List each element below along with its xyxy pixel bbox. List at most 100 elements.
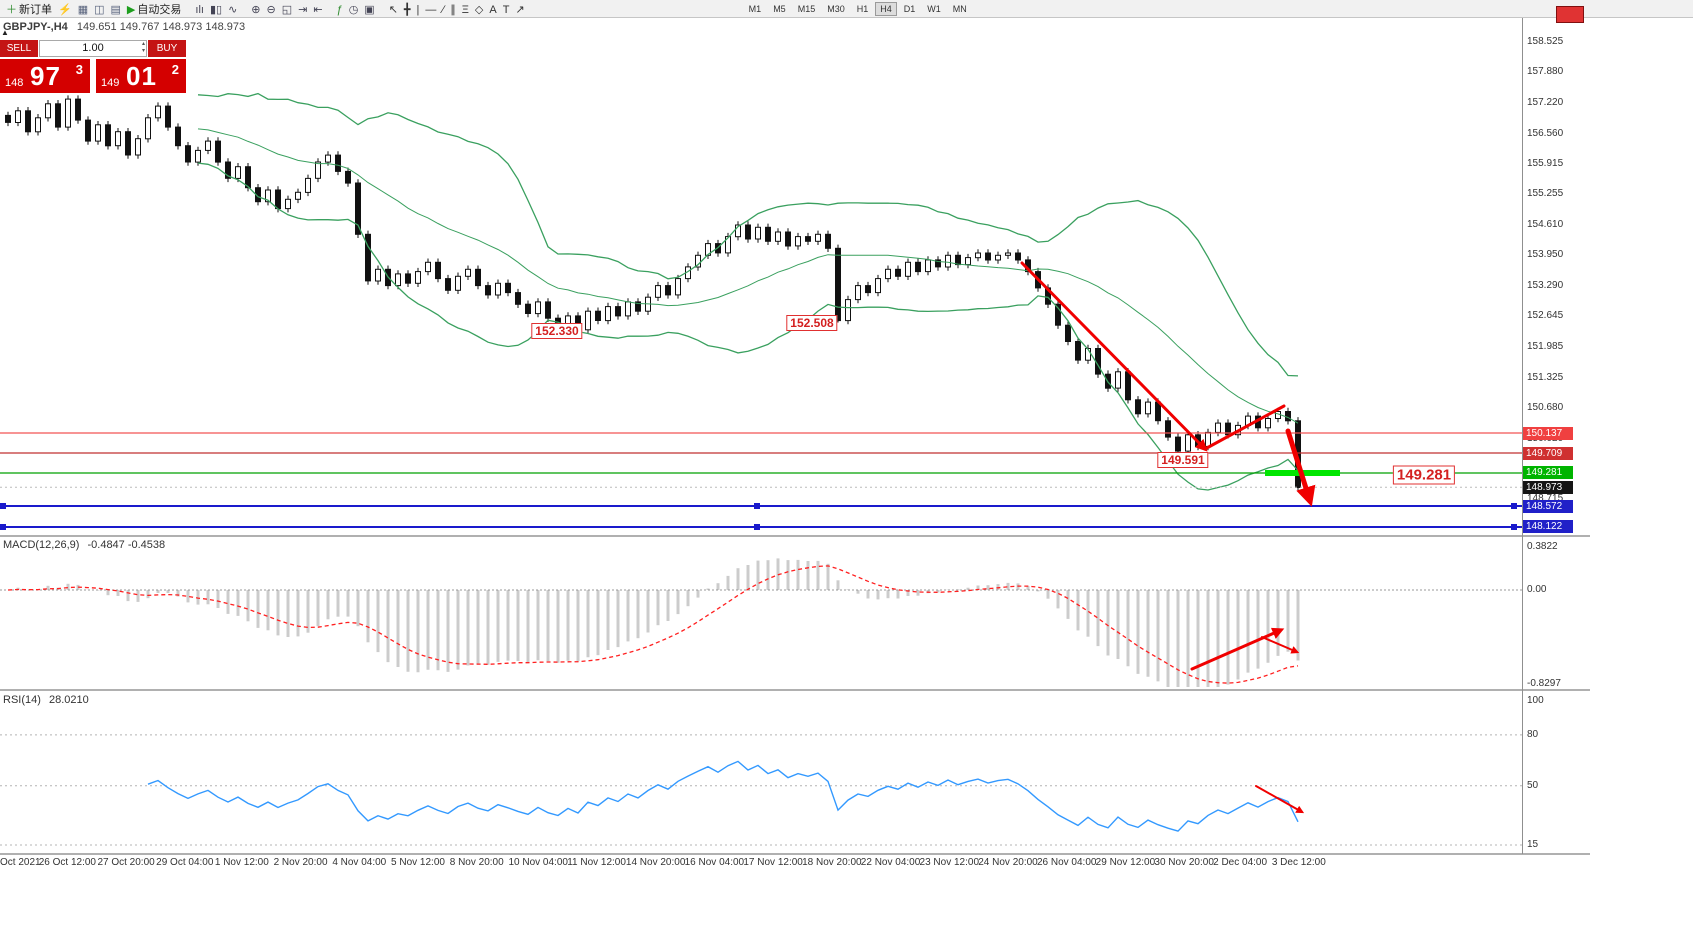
- arrows-button[interactable]: ↗: [513, 2, 526, 17]
- horizontal-line-button[interactable]: ―: [423, 2, 438, 17]
- time-axis-separator: [0, 853, 1590, 855]
- time-axis-label: 29 Oct 04:00: [156, 857, 214, 868]
- timeframe-m5[interactable]: M5: [773, 3, 786, 14]
- templates-button[interactable]: ▣: [362, 2, 376, 17]
- vertical-line-icon: |: [416, 3, 420, 16]
- candlestick-button[interactable]: ▮▯: [208, 2, 224, 17]
- time-axis-label: Oct 2021: [0, 857, 41, 868]
- axis-scale-label: 157.880: [1527, 66, 1564, 78]
- chart-close-button[interactable]: [1556, 6, 1584, 23]
- indicators-button[interactable]: ƒ: [335, 2, 345, 17]
- auto-scroll-button[interactable]: ⇥: [296, 2, 309, 17]
- new-order-button[interactable]: ＋新订单: [4, 1, 54, 16]
- sell-button[interactable]: SELL: [0, 40, 38, 57]
- price-annotation: 149.281: [1392, 465, 1456, 485]
- channel-icon: ∥: [450, 3, 456, 16]
- sell-price-main: 97: [30, 61, 61, 91]
- panel-splitter-rsi[interactable]: [0, 689, 1590, 691]
- tile-windows-icon: ◱: [281, 3, 293, 16]
- chart-shift-button[interactable]: ⇤: [311, 2, 324, 17]
- label-button[interactable]: T: [501, 2, 512, 17]
- price-tag: 148.973: [1523, 480, 1573, 494]
- vertical-line-button[interactable]: |: [415, 2, 422, 17]
- macd-values: -0.4847 -0.4538: [87, 539, 166, 551]
- timeframe-d1[interactable]: D1: [903, 3, 916, 14]
- timeframe-m15[interactable]: M15: [797, 3, 816, 14]
- zoom-in-button[interactable]: ⊕: [249, 2, 262, 17]
- bar-chart-button[interactable]: ılı: [193, 2, 206, 17]
- text-button[interactable]: A: [487, 2, 498, 17]
- crosshair-button[interactable]: ╋: [402, 2, 413, 17]
- timeframe-h1[interactable]: H1: [856, 3, 869, 14]
- trade-panel-collapse-arrow[interactable]: ▲: [1, 28, 9, 37]
- market-watch-icon: ▤: [110, 3, 121, 16]
- time-axis-label: 8 Nov 20:00: [449, 857, 504, 868]
- timeframe-m1[interactable]: M1: [748, 3, 762, 14]
- timeframe-m30[interactable]: M30: [827, 3, 845, 14]
- market-watch-button[interactable]: ▤: [109, 2, 123, 17]
- symbol-period-label: GBPJPY-,H4: [3, 21, 68, 33]
- toolbar: ＋新订单 ⚡ ▦ ◫ ▤ ▶ 自动交易 ılı ▮▯ ∿ ⊕ ⊖ ◱ ⇥ ⇤ ƒ ◷ ▣ ↖ ╋ | ― ∕ ∥ Ξ ◇ A T ↗ M…: [0, 0, 1693, 18]
- shapes-button[interactable]: ◇: [473, 2, 485, 17]
- volume-down-button[interactable]: ▾: [141, 48, 145, 54]
- chart-window-icon: ▦: [77, 3, 89, 16]
- zoom-out-icon: ⊖: [266, 3, 276, 16]
- time-axis-label: 22 Nov 04:00: [860, 857, 921, 868]
- axis-scale-label: 0.3822: [1527, 541, 1558, 552]
- zoom-out-button[interactable]: ⊖: [265, 2, 278, 17]
- profile-icon: ◫: [94, 3, 105, 16]
- time-axis-label: 23 Nov 12:00: [919, 857, 980, 868]
- price-tag: 148.572: [1523, 499, 1573, 513]
- line-chart-button[interactable]: ∿: [226, 2, 239, 17]
- axis-scale-label: 158.525: [1527, 36, 1564, 47]
- price-tag: 150.137: [1523, 426, 1573, 440]
- timeframe-buttons: M1 M5 M15 M30 H1 H4 D1 W1 MN: [743, 1, 973, 16]
- timeframe-h4[interactable]: H4: [875, 1, 897, 16]
- buy-price-button[interactable]: 149 01 2: [96, 59, 186, 93]
- horizontal-line-icon: ―: [425, 3, 437, 16]
- macd-indicator-header: MACD(12,26,9) -0.4847 -0.4538: [3, 539, 165, 551]
- new-order-label: 新订单: [19, 3, 52, 16]
- time-axis-label: 26 Nov 04:00: [1036, 857, 1097, 868]
- trendline-icon: ∕: [442, 3, 445, 16]
- text-icon: A: [489, 3, 497, 16]
- panel-splitter-macd[interactable]: [0, 535, 1590, 537]
- buy-button[interactable]: BUY: [148, 40, 186, 57]
- autotrading-button[interactable]: ▶ 自动交易: [125, 2, 183, 17]
- chart-title: GBPJPY-,H4 149.651 149.767 148.973 148.9…: [3, 21, 245, 33]
- volume-up-button[interactable]: ▴: [141, 41, 145, 47]
- periods-button[interactable]: ◷: [347, 2, 361, 17]
- time-axis-label: 27 Oct 20:00: [97, 857, 155, 868]
- timeframe-w1[interactable]: W1: [927, 3, 941, 14]
- axis-scale-label: 153.950: [1527, 249, 1564, 261]
- tile-windows-button[interactable]: ◱: [280, 2, 294, 17]
- bar-chart-icon: ılı: [195, 3, 204, 16]
- time-axis-label: 11 Nov 12:00: [567, 857, 626, 868]
- volume-input[interactable]: 1.00 ▴ ▾: [39, 40, 147, 57]
- chart-shift-icon: ⇤: [313, 3, 323, 16]
- fibonacci-button[interactable]: Ξ: [460, 2, 471, 17]
- chart-window-button[interactable]: ▦: [76, 2, 90, 17]
- axis-scale-label: 100: [1527, 695, 1544, 706]
- time-axis-label: 29 Nov 12:00: [1095, 857, 1156, 868]
- axis-scale-label: 154.610: [1527, 218, 1564, 230]
- axis-scale-label: 80: [1527, 728, 1539, 740]
- cursor-button[interactable]: ↖: [387, 2, 400, 17]
- sell-price-button[interactable]: 148 97 3: [0, 59, 90, 93]
- time-axis-label: 30 Nov 20:00: [1154, 857, 1214, 868]
- timeframe-mn[interactable]: MN: [952, 3, 967, 14]
- arrows-icon: ↗: [515, 3, 525, 16]
- lightning-button[interactable]: ⚡: [56, 2, 74, 17]
- profile-button[interactable]: ◫: [92, 2, 106, 17]
- axis-scale-label: 148.715: [1527, 493, 1563, 505]
- axis-scale-label: 150.680: [1527, 401, 1564, 413]
- axis-scale-label: 15: [1527, 838, 1539, 850]
- crosshair-icon: ╋: [403, 3, 411, 16]
- price-annotation: 149.591: [1157, 452, 1209, 468]
- trendline-button[interactable]: ∕: [440, 2, 446, 17]
- new-order-icon: ＋: [6, 3, 17, 16]
- channel-button[interactable]: ∥: [448, 2, 458, 17]
- shapes-icon: ◇: [474, 3, 484, 16]
- time-axis-label: 5 Nov 12:00: [391, 857, 445, 868]
